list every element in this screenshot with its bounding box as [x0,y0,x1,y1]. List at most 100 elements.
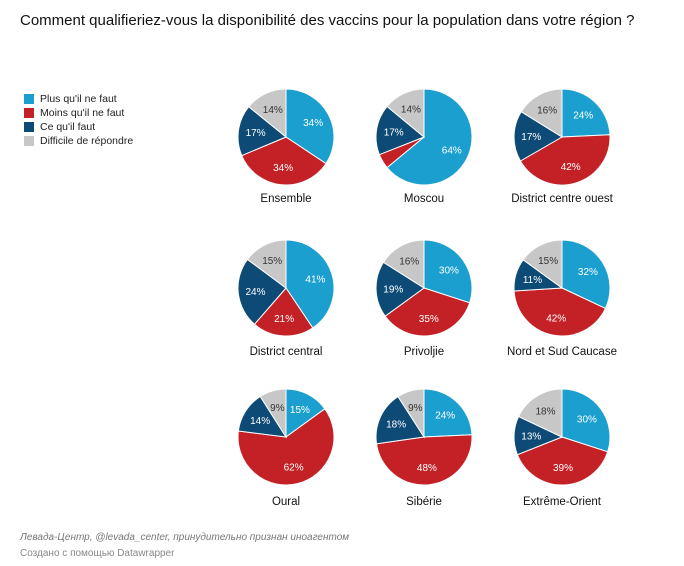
pie-slice [237,106,287,157]
slice-value-label: 24% [573,110,593,121]
pie-slice [386,88,425,139]
pie-slice [397,388,425,439]
slice-value-label: 64% [442,146,462,157]
pie-slice [285,239,335,329]
legend-label: Moins qu'il ne faut [40,107,125,119]
slice-value-label: 18% [386,420,406,431]
pie-slice [561,239,611,310]
pie-slice [513,287,607,337]
slice-value-label: 21% [274,314,294,325]
pie-title: Ensemble [260,193,311,205]
credit-note: Создано с помощью Datawrapper [20,548,175,559]
pie-title: District centre ouest [511,193,613,205]
pie-title: District central [250,346,323,358]
slice-value-label: 14% [263,105,283,116]
slice-value-label: 14% [401,105,421,116]
pie-ensemble: 34% 34% 17% 14% Ensemble [237,88,335,205]
slice-value-label: 34% [303,118,323,129]
slice-value-label: 48% [417,463,437,474]
pie-title: Nord et Sud Caucase [507,346,617,358]
pie-title: Privoljie [404,346,444,358]
slice-value-label: 30% [439,265,459,276]
legend-swatch [24,108,34,118]
slice-value-label: 42% [546,314,566,325]
slice-value-label: 14% [250,416,270,427]
pie-oural: 15% 62% 14%9% Oural [237,388,335,508]
legend-label: Ce qu'il faut [40,121,96,133]
pie-district-centre-ouest: 24% 42% 17% 16% District centre ouest [511,88,614,205]
pie-slice [375,434,473,486]
legend-swatch [24,94,34,104]
pie-extreme-orient: 30% 39% 13% 18% Extrême-Orient [513,388,611,508]
slice-value-label: 62% [284,462,304,473]
pie-slice [375,395,425,445]
pie-slice [375,105,425,156]
pie-slice [561,388,611,453]
pie-privoljie: 30% 35% 19% 16% Privoljie [375,239,473,358]
pie-slice [259,388,287,439]
pie-slice [241,136,327,186]
pie-slice [246,239,287,289]
slice-value-label: 30% [577,414,597,425]
slice-value-label: 16% [399,257,419,268]
pie-slice [561,88,611,138]
pie-slice [423,239,473,304]
slice-value-label: 11% [523,275,542,286]
pie-slice [520,88,563,138]
slice-value-label: 9% [408,403,423,414]
legend-item-moins: Moins qu'il ne faut [24,106,133,120]
legend-item-ce: Ce qu'il faut [24,120,133,134]
pie-title: Extrême-Orient [523,496,602,508]
pie-title: Oural [272,496,300,508]
slice-value-label: 24% [435,410,455,421]
pie-slice [513,111,563,162]
pie-slice [382,239,425,289]
legend-item-plus: Plus qu'il ne faut [24,92,133,106]
pie-siberie: 24% 48% 18%9% Sibérie [375,388,473,508]
slice-value-label: 15% [262,256,282,267]
pie-slice [386,88,473,186]
pie-moscou: 64% 17% 14% Moscou [375,88,473,205]
legend-label: Difficile de répondre [40,135,134,147]
source-note: Левада-Центр, @levada_center, принудител… [20,532,350,543]
slice-value-label: 15% [290,405,310,416]
slice-value-label: 18% [535,407,555,418]
pie-title: Sibérie [406,496,442,508]
pie-slice [384,287,471,337]
legend-label: Plus qu'il ne faut [40,93,117,105]
slice-value-label: 35% [419,314,439,325]
slice-value-label: 39% [553,463,573,474]
slice-value-label: 17% [521,132,541,143]
pie-nord-et-sud-caucase: 32% 42% 11% 15% Nord et Sud Caucase [507,239,617,358]
slice-value-label: 41% [305,275,325,286]
pie-slice [237,408,335,486]
pie-district-central: 41% 21% 24% 15% District central [237,239,335,358]
pie-slice [253,287,314,337]
slice-value-label: 16% [537,106,557,117]
slice-value-label: 42% [561,162,581,173]
legend-swatch [24,136,34,146]
slice-value-label: 15% [538,256,558,267]
pie-slice [248,88,287,139]
slice-value-label: 17% [246,128,266,139]
pie-slice [522,239,563,289]
slice-value-label: 24% [245,287,265,298]
legend-swatch [24,122,34,132]
pie-slice [517,388,563,438]
pie-slice [519,134,611,186]
pie-slice [375,261,425,317]
pie-slice [237,258,287,325]
legend: Plus qu'il ne faut Moins qu'il ne faut C… [24,92,133,148]
slice-value-label: 19% [383,285,403,296]
pie-slice [516,436,609,486]
pie-slice [423,388,473,438]
chart-title: Comment qualifieriez-vous la disponibili… [20,12,635,29]
slice-value-label: 17% [384,128,404,139]
slice-value-label: 9% [270,403,285,414]
slice-value-label: 32% [578,267,598,278]
pie-title: Moscou [404,193,444,205]
legend-item-difficile: Difficile de répondre [24,134,133,148]
slice-value-label: 13% [521,432,541,443]
slice-value-label: 34% [273,163,293,174]
